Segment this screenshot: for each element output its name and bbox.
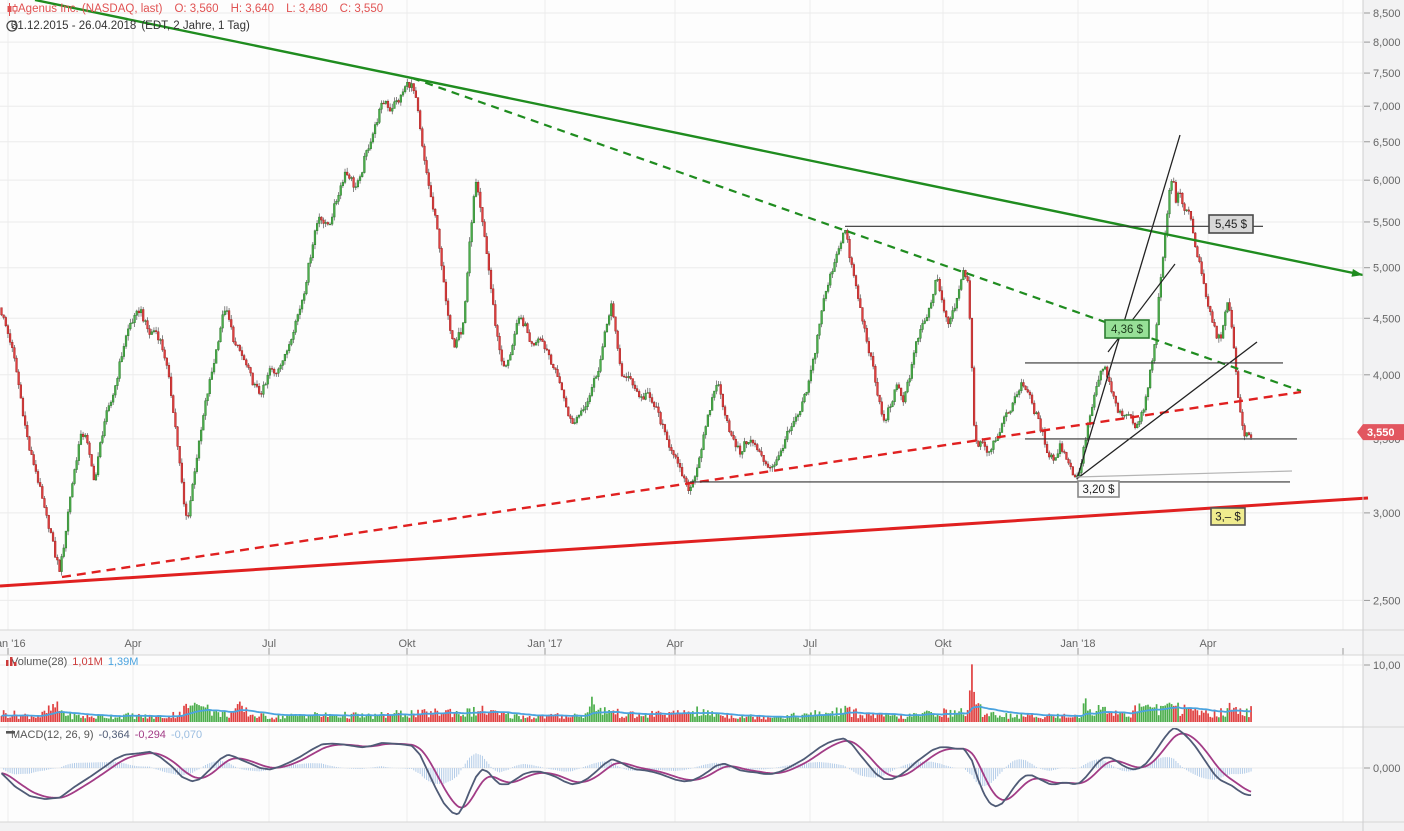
timeframe: (EDT, 2 Jahre, 1 Tag) [141, 20, 250, 32]
price-tick-label: 8,500 [1373, 8, 1401, 20]
price-tick-label: 5,500 [1373, 217, 1401, 229]
price-annotation-label: 3,20 $ [1083, 484, 1116, 496]
price-tick-label: 6,500 [1373, 137, 1401, 149]
x-tick-label: Jan '18 [1060, 638, 1095, 650]
volume-axis-label: 10,00 [1373, 660, 1401, 672]
arrowhead-icon [1351, 269, 1363, 277]
volume-header[interactable]: Volume(28) 1,01M 1,39M [6, 656, 138, 668]
volume-title: Volume(28) [11, 656, 68, 668]
ohlc-high: H: 3,640 [230, 3, 275, 15]
ohlc-close: C: 3,550 [339, 3, 384, 15]
price-tick-label: 2,500 [1373, 595, 1401, 607]
macd-lines-layer [0, 728, 1252, 816]
daterange-header: 31.12.2015 - 26.04.2018 (EDT, 2 Jahre, 1… [6, 20, 250, 32]
date-range: 31.12.2015 - 26.04.2018 [11, 20, 137, 32]
price-tick-label: 7,500 [1373, 68, 1401, 80]
trend-line[interactable] [61, 390, 1302, 579]
price-annotation-box[interactable] [1210, 507, 1246, 526]
macd-value: -0,364 [98, 729, 130, 741]
trend-line[interactable] [34, 0, 1364, 277]
volume-current: 1,01M [72, 656, 103, 668]
trend-line[interactable] [1076, 470, 1293, 478]
ohlc-open: O: 3,560 [174, 3, 219, 15]
x-tick-label: Jan '16 [0, 638, 26, 650]
price-tick-label: 7,000 [1373, 101, 1401, 113]
price-tick-label: 8,000 [1373, 37, 1401, 49]
x-tick-label: Jul [803, 638, 817, 650]
x-tick-label: Okt [398, 638, 415, 650]
price-tick-label: 5,000 [1373, 263, 1401, 275]
volume-average: 1,39M [107, 656, 139, 668]
ohlc-low: L: 3,480 [286, 3, 328, 15]
macd-signal-line [1, 732, 1252, 809]
macd-title: MACD(12, 26, 9) [11, 729, 94, 741]
grid-layer [0, 0, 1363, 822]
price-annotation-label: 4,36 $ [1111, 324, 1144, 336]
price-annotation-label: 5,45 $ [1215, 219, 1248, 231]
price-annotation-label: 3,– $ [1215, 512, 1241, 524]
macd-header[interactable]: MACD(12, 26, 9) -0,364 -0,294 -0,070 [6, 729, 202, 741]
volume-ma-layer [1, 705, 1252, 718]
x-tick-label: Jul [262, 638, 276, 650]
price-tick-label: 4,000 [1373, 370, 1401, 382]
x-tick-label: Apr [666, 638, 683, 650]
macd-line [0, 728, 1252, 816]
macd-hist-value: -0,070 [170, 729, 203, 741]
x-tick-label: Jan '17 [527, 638, 562, 650]
macd-signal-value: -0,294 [134, 729, 166, 741]
x-tick-label: Okt [934, 638, 951, 650]
trend-line[interactable] [0, 496, 1369, 588]
drawings-layer[interactable]: 5,45 $ 4,36 $ 3,20 $ 3,– $ [0, 0, 1369, 588]
price-tick-label: 6,000 [1373, 175, 1401, 187]
x-tick-label: Apr [1199, 638, 1216, 650]
last-price-label: 3,550 [1367, 427, 1395, 439]
last-price-tag[interactable]: 3,550 [1357, 424, 1404, 441]
price-tick-label: 4,500 [1373, 313, 1401, 325]
volume-ma-line [1, 705, 1252, 718]
axis-labels-layer[interactable]: 8,500 8,000 7,500 7,000 6,500 6,000 5,500 5,000… [0, 8, 1401, 775]
price-annotation-box[interactable] [1208, 214, 1254, 234]
trend-line[interactable] [1077, 341, 1258, 479]
price-annotation-box[interactable] [1077, 480, 1120, 498]
trend-line[interactable] [411, 76, 1302, 393]
price-tick-label: 3,000 [1373, 508, 1401, 520]
candles-layer [0, 78, 1253, 576]
instrument-name: Agenus Inc. (NASDAQ, last) [18, 3, 163, 15]
x-tick-label: Apr [124, 638, 141, 650]
trend-line[interactable] [1076, 134, 1181, 480]
macd-axis-label: 0,000 [1373, 763, 1401, 775]
instrument-header: Agenus Inc. (NASDAQ, last) O: 3,560 H: 3… [6, 3, 389, 16]
price-annotation-box[interactable] [1104, 319, 1150, 339]
